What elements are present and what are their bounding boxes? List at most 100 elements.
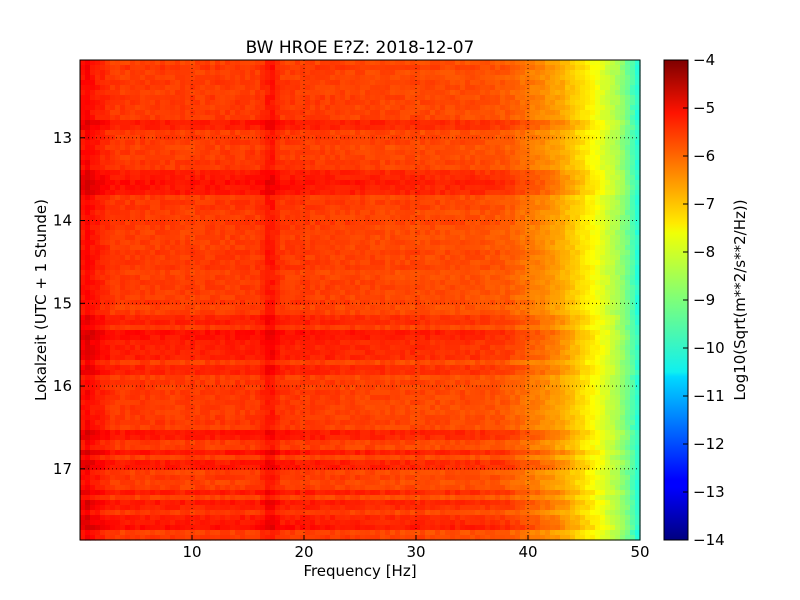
heatmap-cell: [515, 70, 521, 76]
heatmap-cell: [255, 260, 261, 266]
heatmap-cell: [470, 245, 476, 251]
heatmap-cell: [195, 230, 201, 236]
heatmap-cell: [215, 115, 221, 121]
heatmap-cell: [85, 215, 91, 221]
heatmap-cell: [155, 115, 161, 121]
heatmap-cell: [285, 145, 291, 151]
heatmap-cell: [355, 80, 361, 86]
heatmap-cell: [500, 155, 506, 161]
heatmap-cell: [235, 220, 241, 226]
heatmap-cell: [185, 120, 191, 126]
heatmap-cell: [425, 215, 431, 221]
heatmap-cell: [195, 145, 201, 151]
heatmap-cell: [475, 130, 481, 136]
heatmap-cell: [130, 225, 136, 231]
heatmap-cell: [360, 165, 366, 171]
heatmap-cell: [380, 145, 386, 151]
heatmap-cell: [255, 240, 261, 246]
heatmap-cell: [240, 95, 246, 101]
heatmap-cell: [185, 60, 191, 66]
heatmap-cell: [365, 235, 371, 241]
heatmap-cell: [325, 95, 331, 101]
heatmap-cell: [415, 235, 421, 241]
heatmap-cell: [275, 80, 281, 86]
heatmap-cell: [495, 185, 501, 191]
heatmap-cell: [165, 195, 171, 201]
heatmap-cell: [385, 130, 391, 136]
heatmap-cell: [560, 95, 566, 101]
heatmap-cell: [195, 225, 201, 231]
heatmap-cell: [370, 260, 376, 266]
heatmap-cell: [355, 280, 361, 286]
heatmap-cell: [590, 235, 596, 241]
heatmap-cell: [180, 275, 186, 281]
heatmap-cell: [345, 80, 351, 86]
heatmap-cell: [195, 240, 201, 246]
heatmap-cell: [245, 180, 251, 186]
heatmap-cell: [170, 115, 176, 121]
heatmap-cell: [330, 250, 336, 256]
heatmap-cell: [535, 135, 541, 141]
heatmap-cell: [240, 60, 246, 66]
heatmap-cell: [420, 115, 426, 121]
heatmap-cell: [195, 265, 201, 271]
heatmap-cell: [350, 280, 356, 286]
heatmap-cell: [390, 185, 396, 191]
heatmap-cell: [265, 230, 271, 236]
heatmap-cell: [505, 175, 511, 181]
heatmap-cell: [535, 65, 541, 71]
heatmap-cell: [90, 260, 96, 266]
heatmap-cell: [350, 185, 356, 191]
heatmap-cell: [455, 65, 461, 71]
heatmap-cell: [605, 170, 611, 176]
heatmap-cell: [260, 80, 266, 86]
heatmap-cell: [390, 200, 396, 206]
heatmap-cell: [330, 220, 336, 226]
heatmap-cell: [530, 240, 536, 246]
heatmap-cell: [495, 90, 501, 96]
heatmap-cell: [550, 195, 556, 201]
heatmap-cell: [375, 75, 381, 81]
heatmap-cell: [305, 120, 311, 126]
heatmap-cell: [410, 120, 416, 126]
heatmap-cell: [480, 160, 486, 166]
heatmap-cell: [170, 100, 176, 106]
heatmap-cell: [605, 65, 611, 71]
heatmap-cell: [385, 190, 391, 196]
heatmap-cell: [420, 100, 426, 106]
heatmap-cell: [165, 115, 171, 121]
heatmap-cell: [270, 235, 276, 241]
heatmap-cell: [210, 70, 216, 76]
heatmap-cell: [280, 130, 286, 136]
heatmap-cell: [260, 75, 266, 81]
heatmap-cell: [230, 60, 236, 66]
heatmap-cell: [455, 125, 461, 131]
heatmap-cell: [260, 165, 266, 171]
heatmap-cell: [450, 165, 456, 171]
heatmap-cell: [185, 165, 191, 171]
heatmap-cell: [430, 70, 436, 76]
heatmap-cell: [250, 220, 256, 226]
heatmap-cell: [495, 130, 501, 136]
heatmap-cell: [105, 180, 111, 186]
heatmap-cell: [525, 235, 531, 241]
heatmap-cell: [480, 170, 486, 176]
heatmap-cell: [240, 265, 246, 271]
heatmap-cell: [370, 155, 376, 161]
heatmap-cell: [410, 170, 416, 176]
heatmap-cell: [535, 205, 541, 211]
heatmap-cell: [555, 180, 561, 186]
heatmap-cell: [275, 70, 281, 76]
heatmap-cell: [580, 200, 586, 206]
heatmap-cell: [160, 250, 166, 256]
heatmap-cell: [225, 215, 231, 221]
heatmap-cell: [280, 125, 286, 131]
heatmap-cell: [540, 265, 546, 271]
heatmap-cell: [285, 230, 291, 236]
heatmap-cell: [175, 125, 181, 131]
heatmap-cell: [580, 70, 586, 76]
heatmap-cell: [575, 175, 581, 181]
heatmap-cell: [485, 80, 491, 86]
heatmap-cell: [345, 210, 351, 216]
heatmap-cell: [545, 260, 551, 266]
